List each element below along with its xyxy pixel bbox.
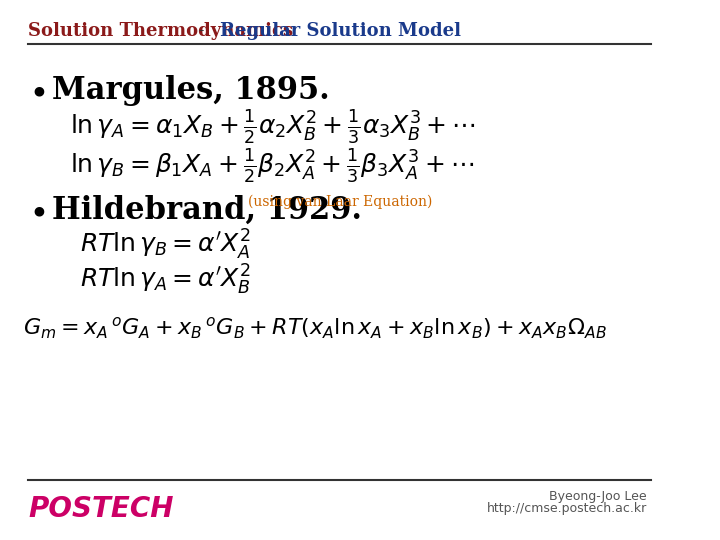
Text: -: -: [187, 22, 217, 40]
Text: Solution Thermodynamics: Solution Thermodynamics: [28, 22, 293, 40]
Text: $\ln \gamma_A = \alpha_1 X_B + \frac{1}{2}\alpha_2 X_B^2 + \frac{1}{3}\alpha_3 X: $\ln \gamma_A = \alpha_1 X_B + \frac{1}{…: [71, 108, 476, 146]
Text: $RT \ln \gamma_A = \alpha' X_B^2$: $RT \ln \gamma_A = \alpha' X_B^2$: [80, 263, 251, 297]
Text: Margules, 1895.: Margules, 1895.: [52, 75, 329, 106]
Text: Hildebrand, 1929.: Hildebrand, 1929.: [52, 195, 361, 226]
Text: $RT \ln \gamma_B = \alpha' X_A^2$: $RT \ln \gamma_B = \alpha' X_A^2$: [80, 228, 251, 262]
Text: $\ln \gamma_B = \beta_1 X_A + \frac{1}{2}\beta_2 X_A^2 + \frac{1}{3}\beta_3 X_A^: $\ln \gamma_B = \beta_1 X_A + \frac{1}{2…: [71, 147, 474, 185]
Text: Regular Solution Model: Regular Solution Model: [220, 22, 462, 40]
Text: (using van Laar Equation): (using van Laar Equation): [248, 195, 433, 210]
Text: $G_m = x_A\,^oG_A + x_B\,^oG_B + RT(x_A \ln x_A + x_B \ln x_B) + x_A x_B \Omega_: $G_m = x_A\,^oG_A + x_B\,^oG_B + RT(x_A …: [24, 315, 607, 341]
Text: http://cmse.postech.ac.kr: http://cmse.postech.ac.kr: [487, 502, 647, 515]
Text: $\bullet$: $\bullet$: [28, 195, 45, 227]
Text: $\bullet$: $\bullet$: [28, 75, 45, 107]
Text: POSTECH: POSTECH: [28, 495, 174, 523]
Text: Byeong-Joo Lee: Byeong-Joo Lee: [549, 490, 647, 503]
